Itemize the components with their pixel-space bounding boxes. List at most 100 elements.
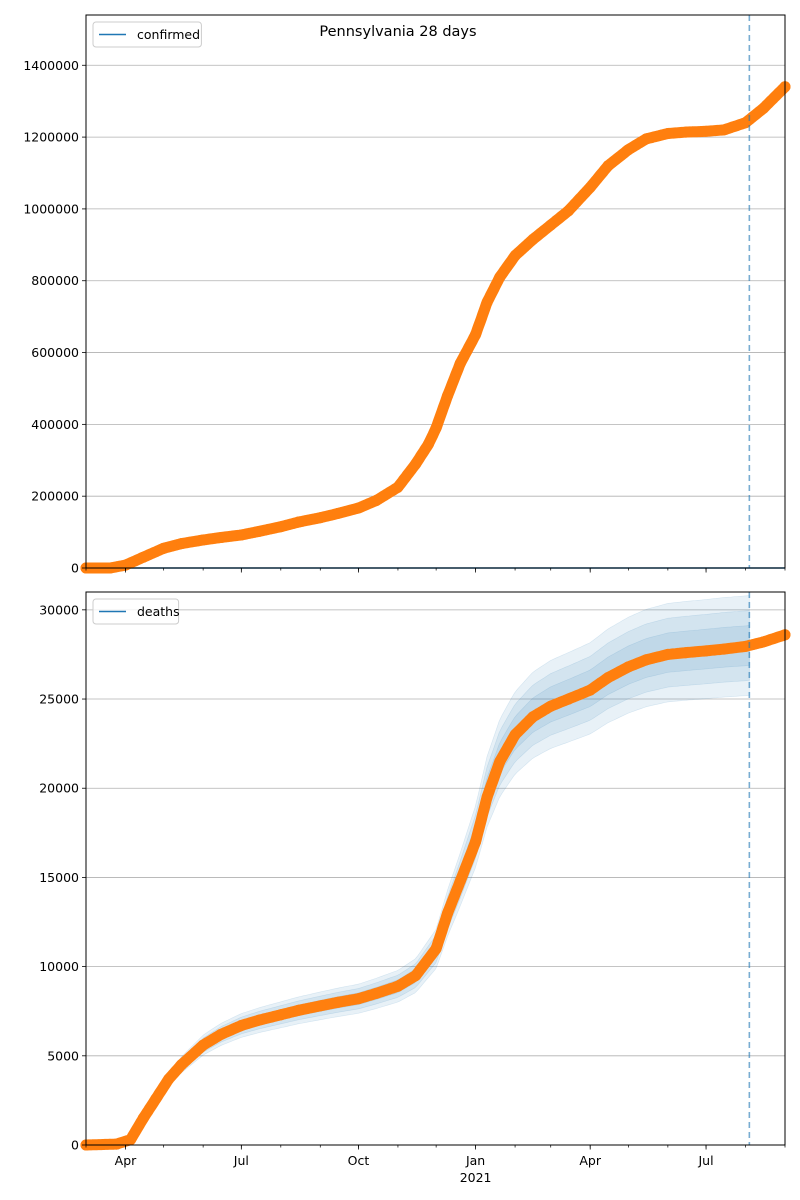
confirmed-y-tick-label: 0 xyxy=(71,561,79,576)
deaths-observed-series xyxy=(80,629,791,1151)
deaths-y-tick-label: 30000 xyxy=(39,602,79,617)
confirmed-observed-point xyxy=(215,532,227,543)
deaths-observed-point xyxy=(527,711,539,723)
confirmed-observed-point xyxy=(430,422,442,434)
deaths-observed-point xyxy=(622,661,634,673)
confirmed-y-tick-label: 1400000 xyxy=(23,58,79,73)
confirmed-y-tick-label: 600000 xyxy=(31,345,79,360)
confirmed-observed-point xyxy=(509,250,521,262)
confirmed-observed-point xyxy=(275,521,287,533)
confirmed-observed-point xyxy=(494,271,506,283)
deaths-observed-point xyxy=(602,672,614,684)
deaths-legend-label: deaths xyxy=(137,604,180,619)
confirmed-observed-point xyxy=(481,296,493,308)
deaths-observed-point xyxy=(176,1059,187,1071)
confirmed-observed-point xyxy=(700,125,712,137)
confirmed-legend-box xyxy=(92,21,202,48)
deaths-legend: deaths xyxy=(92,598,180,625)
deaths-observed-point xyxy=(314,1000,326,1012)
confirmed-observed-point xyxy=(640,133,652,145)
deaths-observed-point xyxy=(125,1134,137,1146)
deaths-panel: 0 5000 10000 15000 20000 25000 30000 Apr Jul Oct… xyxy=(39,591,791,1185)
confirmed-observed-point xyxy=(757,102,769,114)
deaths-x-tick-label: Jul xyxy=(233,1153,249,1168)
confirmed-x-axis xyxy=(85,568,786,573)
deaths-observed-point xyxy=(740,640,751,652)
confirmed-observed-point xyxy=(740,117,751,129)
deaths-observed-point xyxy=(757,636,769,648)
deaths-observed-point xyxy=(718,643,730,655)
deaths-axes-frame xyxy=(85,591,786,1146)
confirmed-observed-point xyxy=(470,329,482,341)
confirmed-y-tick-label: 400000 xyxy=(31,417,79,432)
deaths-observed-point xyxy=(454,875,466,887)
deaths-observed-point xyxy=(481,791,493,803)
deaths-observed-point xyxy=(253,1014,265,1026)
deaths-x-tick-label: Apr xyxy=(115,1153,137,1168)
confirmed-observed-point xyxy=(332,507,344,519)
confirmed-observed-point xyxy=(353,502,364,514)
confirmed-observed-point xyxy=(454,357,466,369)
confirmed-y-tick-label: 200000 xyxy=(31,489,79,504)
confirmed-observed-point xyxy=(197,534,209,546)
deaths-observed-point xyxy=(640,654,652,666)
deaths-observed-point xyxy=(584,684,596,696)
deaths-y-tick-label: 25000 xyxy=(39,692,79,707)
deaths-observed-point xyxy=(150,1093,162,1105)
deaths-observed-point xyxy=(392,980,404,992)
confirmed-observed-point xyxy=(423,438,434,450)
confirmed-observed-point xyxy=(293,516,305,528)
confirmed-observed-point xyxy=(314,512,326,524)
confirmed-observed-point xyxy=(158,542,170,554)
deaths-x-axis: Apr Jul Oct Jan 2021 Apr Jul xyxy=(85,1145,786,1185)
confirmed-legend-label: confirmed xyxy=(137,27,200,42)
confirmed-observed-point xyxy=(545,219,557,231)
deaths-observed-point xyxy=(442,907,454,919)
deaths-observed-point xyxy=(332,996,344,1008)
deaths-observed-point xyxy=(111,1138,123,1150)
confirmed-observed-point xyxy=(235,529,247,541)
confirmed-axes-frame xyxy=(85,14,786,569)
deaths-observed-point xyxy=(509,729,521,741)
deaths-x-tick-label: Jan xyxy=(465,1153,485,1168)
confirmed-observed-series xyxy=(80,81,791,574)
confirmed-panel: 0 200000 400000 600000 800000 1000000 1200000 1… xyxy=(23,14,791,576)
deaths-observed-point xyxy=(197,1039,209,1051)
confirmed-observed-point xyxy=(718,124,730,136)
confirmed-observed-point xyxy=(253,525,265,537)
confirmed-observed-point xyxy=(662,128,674,139)
confirmed-y-tick-label: 1200000 xyxy=(23,130,79,145)
deaths-y-axis: 0 5000 10000 15000 20000 25000 30000 xyxy=(39,602,86,1153)
deaths-observed-point xyxy=(662,648,674,660)
deaths-y-tick-label: 10000 xyxy=(39,959,79,974)
confirmed-legend: confirmed xyxy=(92,21,202,48)
deaths-y-tick-label: 15000 xyxy=(39,870,79,885)
deaths-x-tick-label: Oct xyxy=(348,1153,370,1168)
deaths-observed-point xyxy=(410,970,422,981)
confirmed-y-tick-label: 800000 xyxy=(31,273,79,288)
confirmed-observed-point xyxy=(137,551,149,563)
confirmed-observed-point xyxy=(584,181,596,193)
deaths-observed-point xyxy=(353,993,364,1005)
deaths-x-tick-sublabel: 2021 xyxy=(460,1170,492,1185)
figure-title: Pennsylvania 28 days xyxy=(319,24,476,40)
deaths-observed-point xyxy=(370,987,382,999)
deaths-observed-point xyxy=(563,693,575,705)
confirmed-y-tick-label: 1000000 xyxy=(23,201,79,216)
deaths-y-tick-label: 0 xyxy=(71,1138,79,1153)
deaths-observed-point xyxy=(275,1009,287,1021)
confirmed-y-axis: 0 200000 400000 600000 800000 1000000 1200000 1… xyxy=(23,58,86,576)
deaths-observed-point xyxy=(470,836,482,848)
deaths-observed-point xyxy=(137,1112,149,1124)
deaths-observed-point xyxy=(680,647,692,659)
deaths-observed-point xyxy=(430,943,442,955)
confirmed-observed-point xyxy=(563,205,575,217)
confirmed-observed-point xyxy=(370,495,382,506)
confirmed-observed-point xyxy=(392,481,404,493)
confirmed-observed-point xyxy=(410,458,422,470)
deaths-y-tick-label: 20000 xyxy=(39,781,79,796)
confirmed-observed-point xyxy=(602,160,614,172)
deaths-observed-point xyxy=(545,700,557,712)
deaths-observed-point xyxy=(494,756,506,767)
